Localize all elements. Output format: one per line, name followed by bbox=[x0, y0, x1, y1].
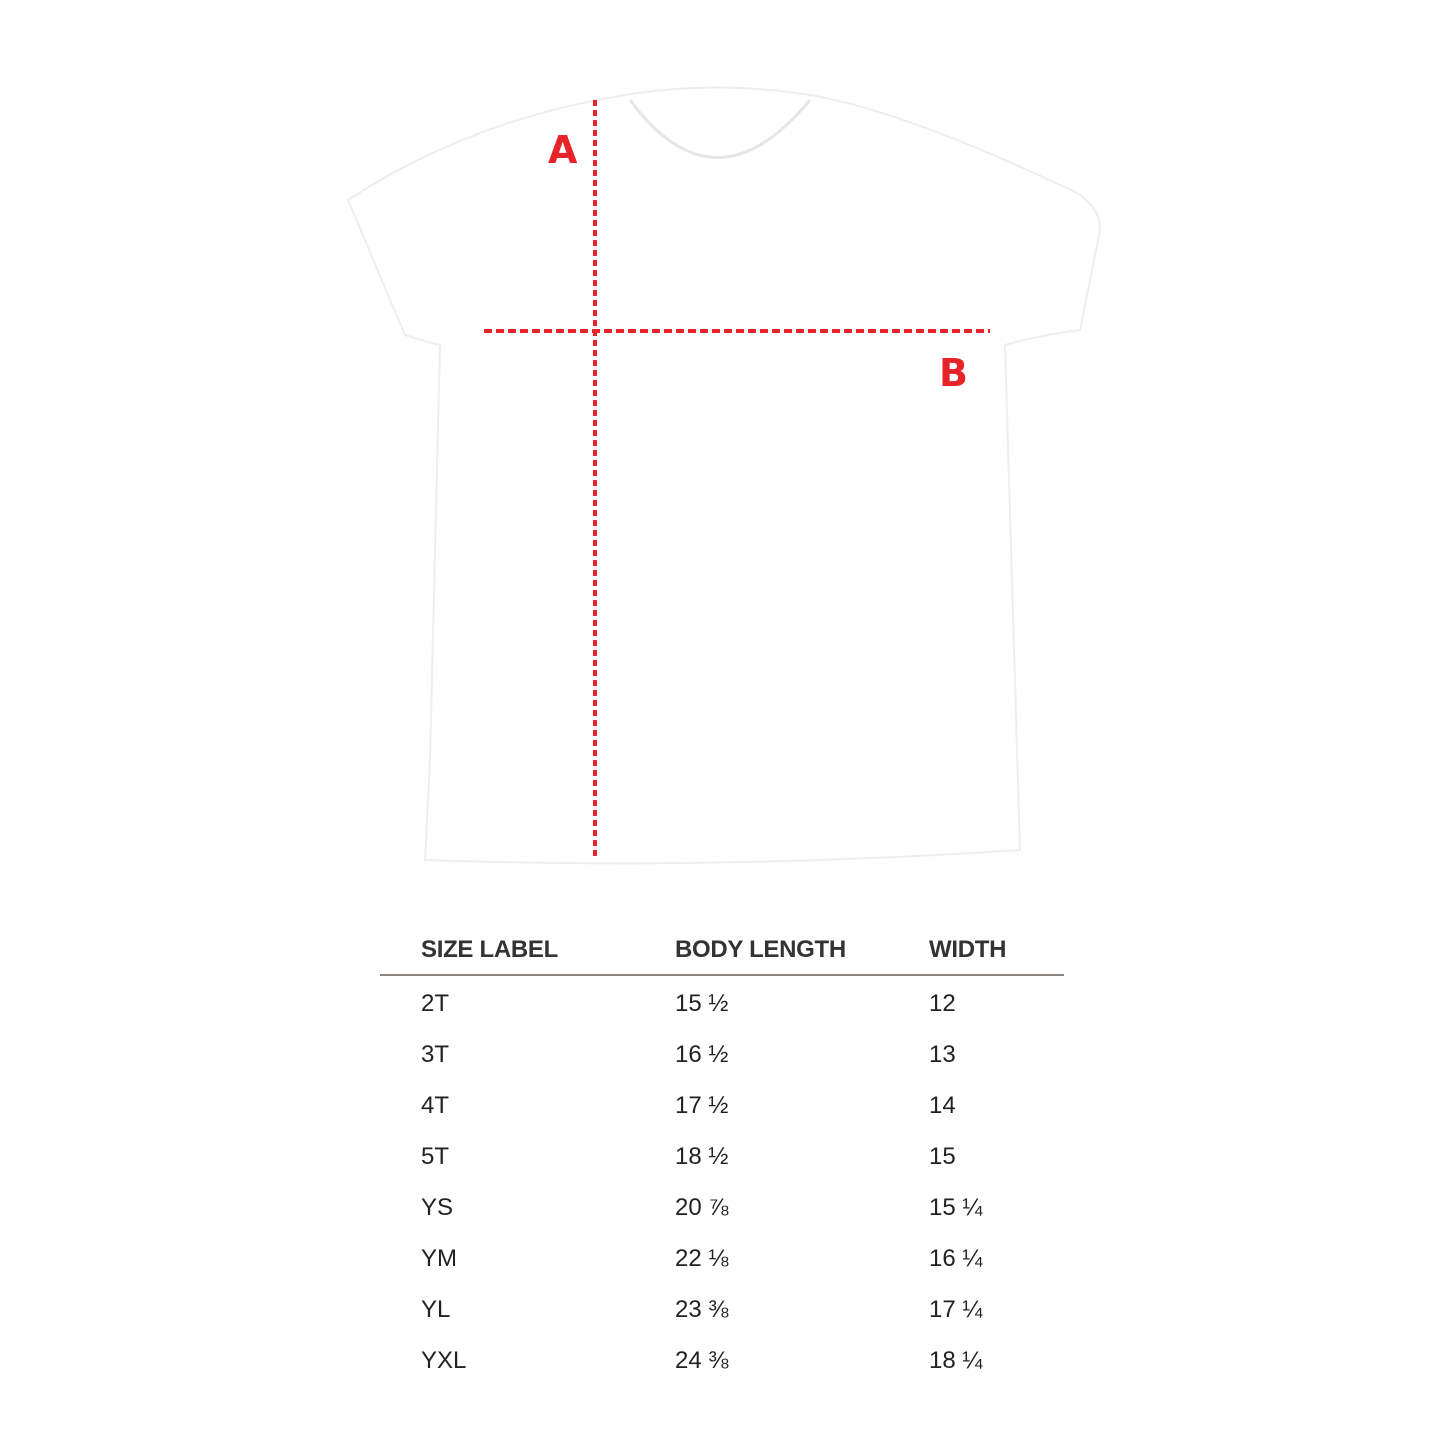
cell-size: YXL bbox=[421, 1347, 467, 1374]
tshirt-collar bbox=[628, 99, 812, 159]
cell-size: 5T bbox=[421, 1143, 450, 1170]
cell-body-length: 16 ½ bbox=[675, 1041, 729, 1068]
cell-width: 12 bbox=[929, 990, 956, 1017]
cell-size: YL bbox=[421, 1296, 451, 1323]
cell-body-length: 22 ⅛ bbox=[675, 1245, 729, 1272]
cell-body-length: 24 ⅜ bbox=[675, 1347, 729, 1374]
cell-width: 16 ¼ bbox=[929, 1245, 983, 1272]
cell-body-length: 17 ½ bbox=[675, 1092, 729, 1119]
header-size-label: SIZE LABEL bbox=[421, 936, 559, 963]
cell-width: 15 bbox=[929, 1143, 956, 1170]
cell-width: 14 bbox=[929, 1092, 956, 1119]
cell-body-length: 15 ½ bbox=[675, 990, 729, 1017]
cell-width: 17 ¼ bbox=[929, 1296, 983, 1323]
cell-width: 13 bbox=[929, 1041, 956, 1068]
measure-label-a: A bbox=[548, 128, 578, 172]
tshirt-illustration bbox=[346, 86, 1102, 865]
cell-size: YS bbox=[421, 1194, 454, 1221]
cell-size: 4T bbox=[421, 1092, 450, 1119]
header-width: WIDTH bbox=[929, 936, 1007, 963]
header-divider bbox=[380, 974, 1064, 976]
cell-body-length: 18 ½ bbox=[675, 1143, 729, 1170]
cell-size: YM bbox=[421, 1245, 457, 1272]
measure-label-b: B bbox=[939, 351, 968, 395]
cell-size: 2T bbox=[421, 990, 450, 1017]
header-body-length: BODY LENGTH bbox=[675, 936, 846, 963]
cell-width: 18 ¼ bbox=[929, 1347, 983, 1374]
cell-size: 3T bbox=[421, 1041, 450, 1068]
cell-body-length: 20 ⅞ bbox=[675, 1194, 729, 1221]
tshirt-outline bbox=[346, 86, 1102, 865]
cell-body-length: 23 ⅜ bbox=[675, 1296, 729, 1323]
cell-width: 15 ¼ bbox=[929, 1194, 983, 1221]
